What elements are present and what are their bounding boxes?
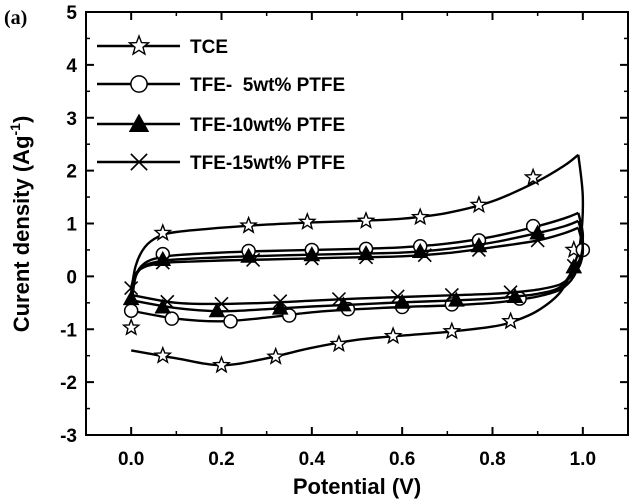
panel-label: (a) (4, 7, 27, 29)
legend-label: TFE-10wt% PTFE (190, 115, 345, 136)
legend: TCE TFE- 5wt% PTFE TFE-10wt% PTFE TFE-15wt%… (97, 34, 345, 174)
star-marker (239, 215, 259, 234)
x-tick-label: 1.0 (570, 449, 596, 470)
y-axis: -3 -2 -1 0 1 2 3 4 5 (60, 3, 628, 447)
series-3-cathodic-line (130, 220, 585, 313)
cross-marker-stroke-b (471, 242, 487, 258)
y-tick-label: 0 (66, 267, 77, 288)
x-tick-label: 0.4 (299, 449, 326, 470)
series-3-group (122, 219, 585, 318)
cross-marker-stroke-b (444, 287, 459, 302)
star-marker (266, 346, 286, 365)
cross-marker (390, 289, 405, 304)
y-tick-label: -3 (60, 426, 77, 447)
circle-marker (123, 303, 139, 318)
y-axis-title-main: Curent density (Ag (9, 135, 34, 332)
circle-marker (164, 311, 180, 326)
cross-marker-stroke-b (304, 251, 319, 266)
legend-label: TFE-15wt% PTFE (190, 153, 345, 174)
cross-marker (444, 287, 459, 302)
y-tick-label: -2 (60, 373, 77, 394)
series-layer (121, 153, 591, 374)
cross-marker (155, 255, 170, 270)
cross-marker (358, 250, 374, 265)
x-tick-label: 0.0 (118, 449, 144, 470)
star-marker (410, 207, 430, 226)
y-tick-label: 4 (66, 56, 77, 77)
star-marker (501, 311, 521, 330)
star-marker (469, 195, 489, 214)
circle-marker (223, 314, 238, 329)
y-axis-title: Curent density (Ag-1) (7, 116, 34, 333)
cross-marker-stroke-b (530, 233, 545, 248)
y-tick-label: 1 (66, 215, 77, 236)
star-marker (212, 355, 231, 374)
cross-marker (566, 258, 581, 273)
triangle-marker (208, 302, 226, 318)
cross-marker-stroke-b (566, 258, 581, 273)
cross-marker (417, 248, 432, 263)
triangle-marker (271, 299, 289, 315)
cross-marker-stroke-b (214, 296, 229, 311)
cross-marker (160, 294, 175, 309)
cross-marker-stroke-b (130, 153, 148, 171)
star-marker (383, 326, 403, 345)
cross-marker-stroke-b (124, 280, 139, 296)
legend-label: TCE (190, 37, 228, 58)
cross-marker (304, 251, 319, 266)
circle-marker (130, 75, 148, 93)
legend-label: TFE- 5wt% PTFE (190, 75, 345, 96)
cross-marker-stroke-b (417, 248, 432, 263)
star-marker (121, 317, 141, 336)
cross-marker-stroke-b (503, 285, 518, 300)
plot-area (121, 153, 591, 374)
cross-marker-stroke-b (160, 294, 175, 309)
star-marker (523, 167, 543, 186)
star-marker (297, 211, 317, 231)
x-tick-label: 0.8 (479, 449, 505, 470)
cross-marker-stroke-b (331, 292, 346, 307)
cross-marker-stroke-b (246, 252, 261, 268)
cross-marker-stroke-b (358, 250, 374, 265)
cross-marker (503, 285, 518, 300)
star-marker (442, 321, 462, 340)
series-1-group (121, 153, 585, 374)
x-tick-label: 0.6 (389, 449, 415, 470)
x-axis-title: Potential (V) (293, 474, 421, 499)
cross-marker (530, 233, 545, 248)
triangle-marker (128, 113, 150, 132)
y-tick-label: 2 (66, 162, 77, 183)
cross-marker (246, 252, 261, 268)
cross-marker (471, 242, 487, 258)
cross-marker-stroke-b (273, 294, 288, 309)
y-tick-label: -1 (60, 320, 77, 341)
cross-marker (130, 153, 148, 171)
cross-marker (214, 296, 229, 311)
series-4-group (124, 226, 585, 311)
cross-marker-stroke-b (390, 289, 405, 304)
y-axis-title-exponent: -1 (7, 123, 23, 136)
y-tick-label: 3 (66, 109, 77, 130)
cross-marker (273, 294, 288, 309)
star-marker (329, 334, 349, 353)
star-marker (153, 223, 173, 242)
star-marker (153, 345, 173, 364)
triangle-marker (122, 290, 140, 306)
star-marker (127, 34, 151, 56)
x-tick-label: 0.2 (208, 449, 234, 470)
cross-marker (124, 280, 139, 296)
series-1-anodic-line (130, 153, 580, 293)
series-1-cathodic-line (130, 154, 585, 367)
x-axis: 0.0 0.2 0.4 0.6 0.8 1.0 (118, 12, 596, 470)
cross-marker (331, 292, 346, 307)
cross-marker-stroke-b (155, 255, 170, 270)
star-marker (356, 210, 376, 229)
y-tick-label: 5 (66, 3, 77, 24)
y-axis-title-close: ) (9, 116, 34, 123)
